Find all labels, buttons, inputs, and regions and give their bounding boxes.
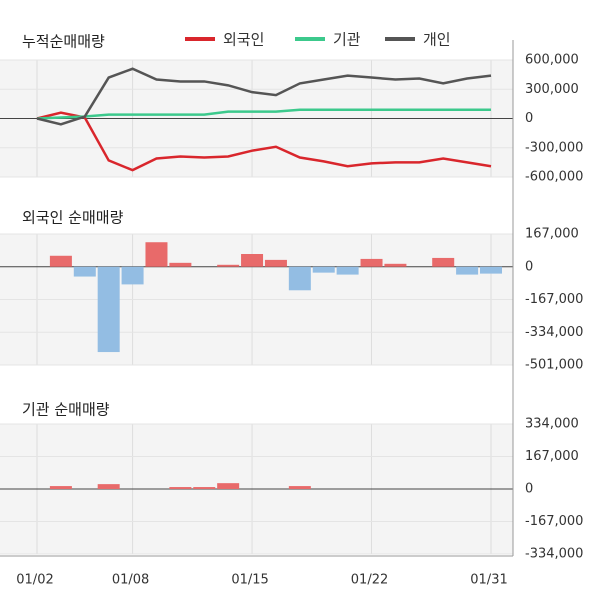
bar [288,266,311,291]
bar [49,486,72,489]
bar [49,255,72,267]
y-tick-label: 300,000 [525,82,579,97]
y-tick-label: -600,000 [525,170,583,185]
bar [384,263,407,267]
bar [480,266,502,274]
y-tick-label: 334,000 [525,417,579,432]
bar [312,266,335,273]
legend-label: 개인 [423,31,451,49]
chart-title: 누적순매매량 [22,33,105,51]
chart-title: 외국인 순매매량 [22,209,124,227]
bar [97,266,120,353]
line-series [36,108,491,120]
x-tick-label: 01/08 [112,573,149,588]
bar [169,487,192,489]
x-tick-label: 01/15 [231,573,268,588]
bar [288,486,311,489]
y-tick-label: 167,000 [525,449,579,464]
y-tick-label: 167,000 [525,227,579,242]
bar [456,266,479,275]
bar [336,266,359,275]
x-tick-label: 01/02 [16,573,53,588]
chart-title: 기관 순매매량 [22,401,110,419]
line-series [36,67,492,126]
bar [97,484,120,489]
bar [145,242,168,267]
bar [264,259,287,267]
x-tick-label: 01/22 [351,573,388,588]
bar [121,266,144,285]
y-tick-label: 600,000 [525,53,579,68]
bar [169,262,192,267]
bar [217,264,240,267]
y-tick-label: -300,000 [525,140,583,155]
bar [432,257,455,267]
y-tick-label: 0 [525,111,533,126]
y-tick-label: -501,000 [525,358,583,373]
y-tick-label: 0 [525,259,533,274]
x-tick-label: 01/31 [470,573,507,588]
y-tick-label: -167,000 [525,292,583,307]
bar [73,266,96,277]
y-tick-label: -334,000 [525,547,583,562]
legend-label: 기관 [333,31,361,49]
y-tick-label: 0 [525,482,533,497]
line-series [36,111,492,172]
bar [217,483,240,489]
legend-label: 외국인 [223,31,264,49]
y-tick-label: -334,000 [525,325,583,340]
bar [193,487,216,489]
y-tick-label: -167,000 [525,514,583,529]
bar [241,254,264,267]
bar [360,258,383,267]
